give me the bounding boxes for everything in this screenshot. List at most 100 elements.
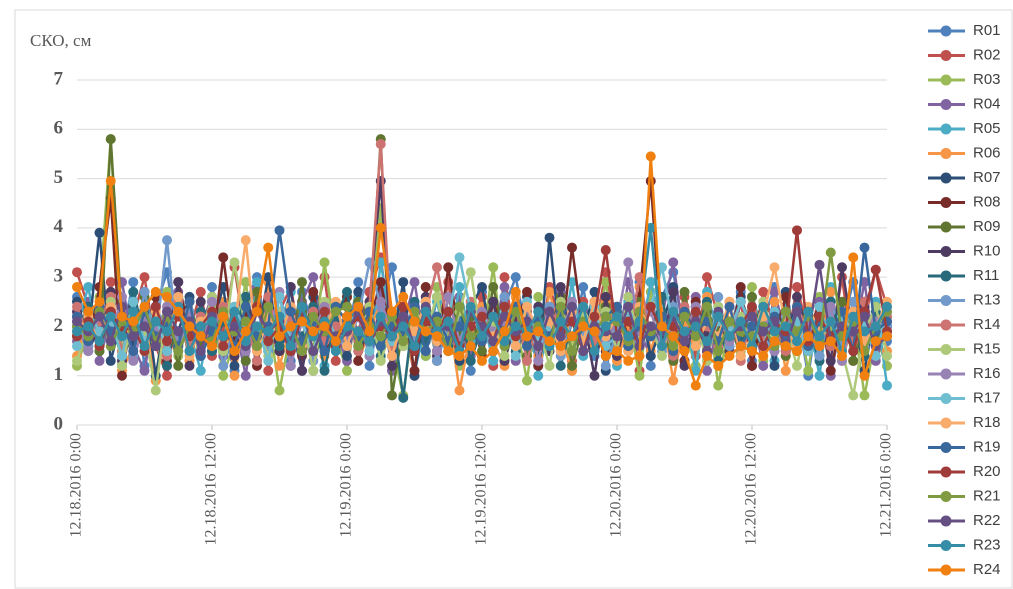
data-point: [870, 351, 881, 361]
legend-label: R04: [973, 95, 1001, 112]
data-point: [465, 301, 476, 312]
legend-label: R08: [973, 193, 1001, 210]
data-point: [668, 341, 679, 352]
data-point: [679, 286, 690, 297]
y-tick-label: 0: [54, 413, 64, 434]
data-point: [375, 331, 386, 342]
data-point: [702, 272, 712, 283]
legend-label: R01: [973, 22, 1001, 39]
legend-marker: [940, 99, 952, 110]
data-point: [825, 301, 836, 312]
legend-marker: [940, 50, 952, 61]
data-point: [229, 306, 240, 317]
data-point: [803, 306, 814, 317]
data-point: [645, 277, 656, 288]
legend-label: R16: [973, 365, 1001, 382]
data-point: [454, 282, 465, 292]
data-point: [499, 351, 510, 361]
data-point: [139, 286, 150, 297]
data-point: [555, 331, 566, 342]
data-point: [162, 291, 172, 302]
data-point: [555, 360, 566, 371]
data-point: [308, 346, 319, 357]
data-point: [274, 291, 285, 302]
data-point: [375, 139, 386, 150]
data-point: [555, 301, 566, 312]
data-point: [218, 311, 229, 322]
x-tick-label: 12.19.2016 0:00: [338, 433, 355, 537]
legend-marker: [940, 74, 952, 86]
data-point: [285, 321, 296, 332]
data-point: [814, 351, 825, 361]
data-point: [724, 316, 735, 327]
data-point: [443, 291, 454, 302]
data-point: [769, 286, 780, 297]
data-point: [173, 326, 184, 337]
data-point: [117, 331, 127, 342]
data-point: [690, 306, 701, 317]
x-tick-label: 12.20.2016 0:00: [608, 433, 625, 537]
data-point: [702, 351, 712, 361]
data-point: [252, 355, 262, 366]
data-point: [544, 360, 555, 371]
data-point: [308, 365, 319, 376]
data-point: [162, 235, 172, 246]
data-point: [420, 282, 431, 292]
data-point: [94, 311, 105, 322]
data-point: [623, 355, 634, 366]
data-point: [645, 351, 656, 361]
data-point: [477, 331, 487, 342]
data-point: [792, 306, 802, 317]
data-point: [758, 301, 769, 312]
data-point: [240, 235, 251, 246]
data-point: [859, 326, 870, 337]
legend-label: R23: [973, 536, 1001, 553]
data-point: [240, 355, 251, 366]
data-point: [792, 336, 802, 347]
data-point: [353, 341, 364, 352]
data-point: [814, 301, 825, 312]
legend-marker: [940, 25, 952, 37]
data-point: [117, 370, 127, 381]
data-point: [353, 286, 364, 297]
data-point: [398, 311, 409, 322]
data-point: [353, 326, 364, 337]
data-point: [882, 380, 892, 391]
data-point: [780, 321, 791, 332]
data-point: [735, 351, 746, 361]
data-point: [533, 355, 544, 366]
data-point: [443, 346, 454, 357]
data-point: [128, 277, 139, 288]
data-point: [600, 360, 611, 371]
data-point: [342, 341, 352, 352]
data-point: [195, 296, 206, 307]
data-point: [747, 291, 757, 302]
data-point: [263, 242, 274, 253]
data-point: [780, 306, 791, 317]
data-point: [589, 370, 600, 381]
y-tick-label: 1: [54, 364, 64, 385]
data-point: [139, 341, 150, 352]
legend-label: R17: [973, 389, 1001, 406]
data-point: [567, 360, 577, 371]
data-point: [72, 326, 82, 337]
data-point: [465, 355, 476, 366]
data-point: [274, 341, 285, 352]
data-point: [769, 296, 780, 307]
data-point: [252, 321, 262, 332]
data-point: [477, 346, 487, 357]
data-point: [825, 286, 836, 297]
data-point: [94, 227, 105, 238]
x-tick-label: 12.20.2016 12:00: [743, 433, 760, 545]
data-point: [533, 326, 544, 337]
data-point: [240, 277, 251, 288]
data-point: [330, 336, 341, 347]
data-point: [117, 291, 127, 302]
data-point: [409, 316, 420, 327]
data-point: [668, 286, 679, 297]
data-point: [724, 301, 735, 312]
data-point: [218, 331, 229, 342]
data-point: [207, 316, 217, 327]
data-point: [859, 242, 870, 253]
data-point: [297, 316, 307, 327]
